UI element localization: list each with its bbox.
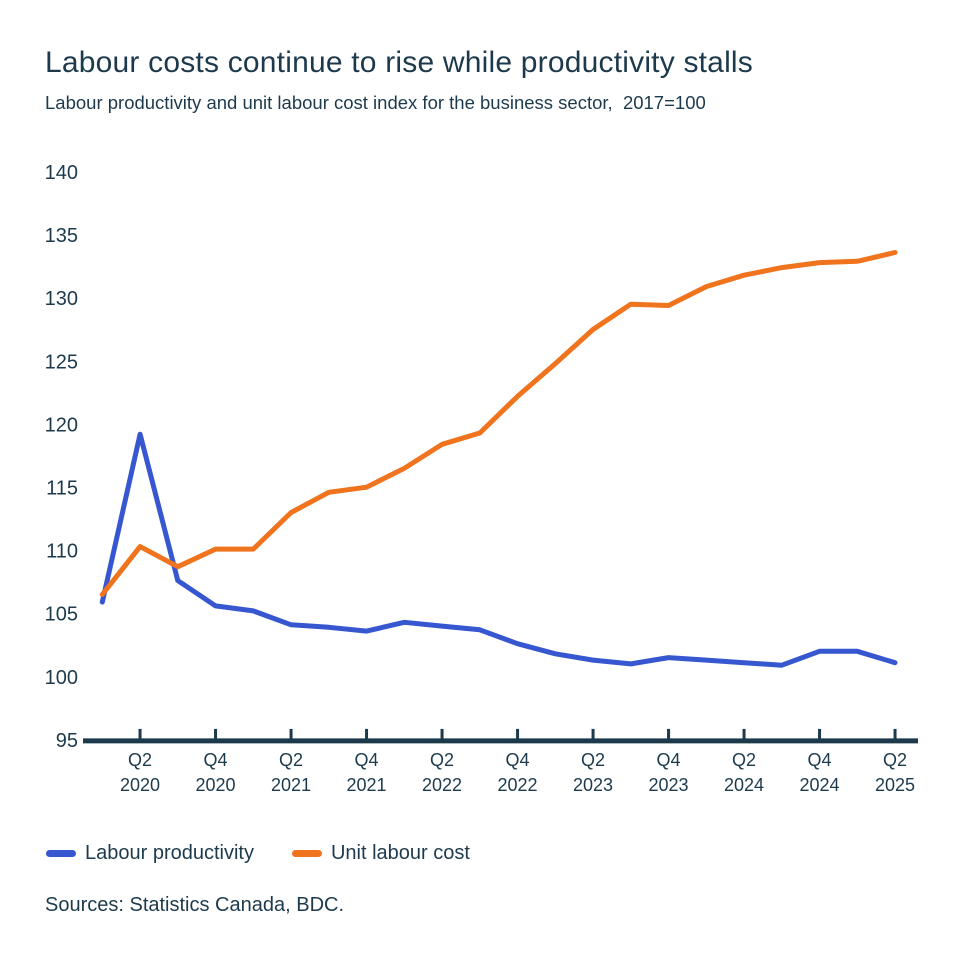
x-tick-label-year: 2023 [649, 775, 689, 795]
y-axis-label: 100 [45, 667, 78, 689]
y-axis-label: 120 [45, 414, 78, 436]
x-tick-label-year: 2021 [347, 775, 387, 795]
chart-legend: Labour productivity Unit labour cost [46, 842, 470, 865]
x-tick-label-year: 2025 [875, 775, 915, 795]
x-tick-label-year: 2020 [196, 775, 236, 795]
x-tick-label-quarter: Q4 [808, 750, 832, 770]
x-tick-label-year: 2023 [573, 775, 613, 795]
line-chart-svg: 140 135 130 125 120 115 110 105 100 95 Q2 2020 Q4 202… [45, 162, 918, 795]
legend-label-unit-labour-cost: Unit labour cost [330, 842, 470, 864]
x-tick-label-year: 2022 [422, 775, 462, 795]
series-line-labour-productivity [99, 431, 898, 668]
x-tick-label-quarter: Q4 [204, 750, 228, 770]
x-tick-label-year: 2024 [724, 775, 764, 795]
line-chart: 140 135 130 125 120 115 110 105 100 95 Q2 2020 Q4 202… [0, 150, 960, 830]
series-line-unit-labour-cost [99, 250, 898, 597]
legend-item-unit-labour-cost: Unit labour cost [291, 842, 470, 865]
legend-item-labour-productivity: Labour productivity [46, 842, 254, 865]
x-tick-label-quarter: Q4 [506, 750, 530, 770]
y-axis-label: 140 [45, 162, 78, 184]
legend-label-labour-productivity: Labour productivity [85, 842, 254, 864]
x-tick-label-quarter: Q2 [732, 750, 756, 770]
y-axis-label: 105 [45, 604, 78, 626]
sources-note: Sources: Statistics Canada, BDC. [45, 894, 345, 916]
x-tick-label-year: 2020 [120, 775, 160, 795]
x-tick-label-quarter: Q4 [355, 750, 379, 770]
labour-productivity-swatch-icon [46, 850, 76, 857]
y-axis-label: 135 [45, 225, 78, 247]
y-axis-label: 110 [46, 541, 78, 563]
x-tick-label-quarter: Q2 [128, 750, 152, 770]
x-tick-label-quarter: Q2 [581, 750, 605, 770]
x-tick-label-year: 2024 [800, 775, 840, 795]
x-tick-label-quarter: Q2 [279, 750, 303, 770]
y-axis-label: 95 [56, 730, 78, 752]
x-tick-label-quarter: Q4 [657, 750, 681, 770]
y-axis-label: 130 [45, 288, 78, 310]
x-tick-label-quarter: Q2 [430, 750, 454, 770]
y-axis-label: 125 [45, 351, 78, 373]
x-tick-label-year: 2022 [498, 775, 538, 795]
y-axis-label: 115 [46, 478, 78, 500]
unit-labour-cost-swatch-icon [291, 850, 322, 857]
chart-title: Labour costs continue to rise while prod… [45, 46, 754, 79]
x-tick-label-year: 2021 [271, 775, 311, 795]
chart-subtitle: Labour productivity and unit labour cost… [45, 92, 706, 113]
x-tick-label-quarter: Q2 [883, 750, 907, 770]
